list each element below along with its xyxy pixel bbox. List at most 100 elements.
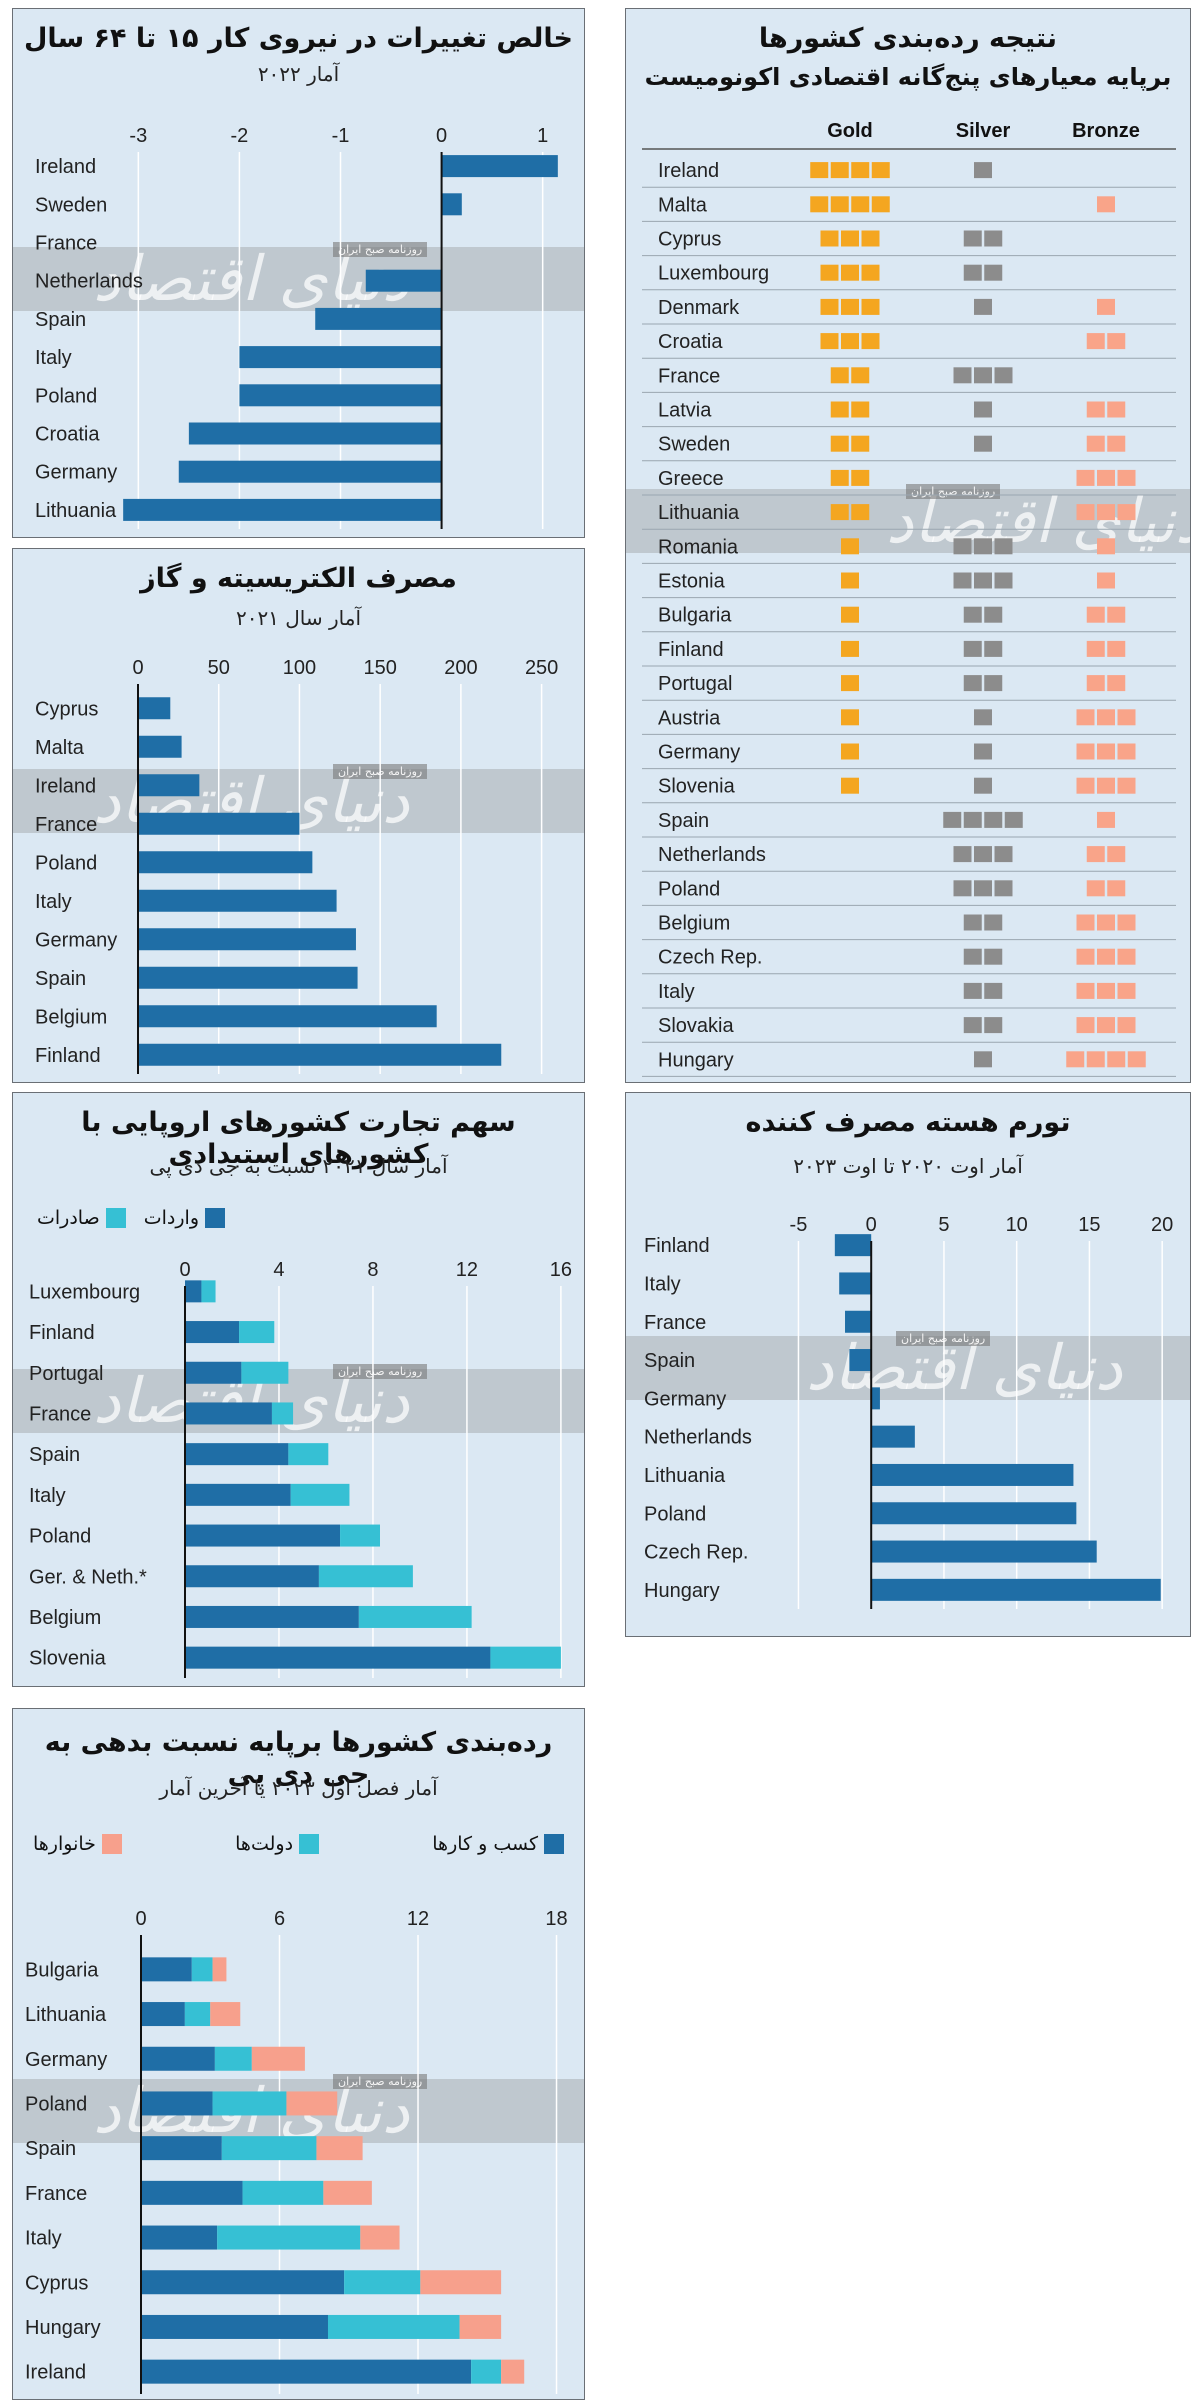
- debt-category-label: Hungary: [25, 2317, 101, 2339]
- electricity-category-label: Finland: [35, 1045, 101, 1067]
- trade-bar: [490, 1646, 561, 1669]
- inflation-title: تورم هسته مصرف کننده: [745, 1107, 1071, 1138]
- ranking-medal-square: [830, 435, 849, 452]
- trade-bar: [340, 1524, 380, 1547]
- ranking-medal-square: [974, 846, 992, 863]
- ranking-medal-square: [974, 880, 992, 897]
- debt-tick-label: 6: [274, 1908, 285, 1930]
- ranking-medal-square: [1107, 675, 1126, 692]
- debt-category-label: Cyprus: [25, 2272, 88, 2294]
- workforce-tick-label: -1: [332, 125, 350, 147]
- ranking-medal-square: [861, 230, 880, 247]
- trade-tick-label: 8: [367, 1259, 378, 1281]
- trade-bar: [288, 1443, 329, 1466]
- ranking-medal-square: [1117, 469, 1136, 486]
- inflation-tick-label: 20: [1151, 1214, 1173, 1236]
- panel-trade: سهم تجارت کشورهای اروپایی با کشورهای است…: [12, 1092, 585, 1687]
- ranking-country-label: Lithuania: [658, 502, 740, 524]
- trade-tick-label: 4: [273, 1259, 284, 1281]
- watermark-band: [626, 489, 1190, 553]
- workforce-title: خالص تغییرات در نیروی کار ۱۵ تا ۶۴ سال: [24, 23, 573, 54]
- electricity-tick-label: 100: [283, 657, 316, 679]
- debt-category-label: Italy: [25, 2228, 62, 2250]
- ranking-medal-square: [851, 196, 870, 213]
- ranking-medal-square: [841, 675, 859, 692]
- ranking-medal-square: [984, 914, 1003, 931]
- debt-bar: [360, 2225, 400, 2250]
- ranking-country-label: Sweden: [658, 434, 730, 456]
- ranking-column-header: Silver: [956, 120, 1011, 142]
- ranking-country-label: Slovakia: [658, 1015, 734, 1037]
- ranking-medal-square: [984, 1017, 1003, 1034]
- ranking-table: Gold Silver Bronze Ireland Malta Cyprus Luxemb…: [642, 120, 1176, 1077]
- ranking-medal-square: [974, 777, 992, 794]
- debt-bar: [221, 2136, 317, 2161]
- ranking-medal-square: [1097, 948, 1115, 965]
- inflation-tick-label: 5: [938, 1214, 949, 1236]
- debt-bar: [191, 1957, 213, 1982]
- inflation-subtitle: آمار اوت ۲۰۲۰ تا اوت ۲۰۲۳: [793, 1154, 1023, 1178]
- watermark-sub: روزنامه صبح ایران: [333, 1364, 428, 1379]
- legend-swatch-households: [101, 1834, 122, 1854]
- legend-label-government: دولت‌ها: [235, 1833, 294, 1855]
- workforce-bar: [365, 269, 442, 292]
- debt-bar: [141, 2046, 215, 2071]
- ranking-medal-square: [1086, 846, 1105, 863]
- ranking-country-label: Bulgaria: [658, 605, 732, 627]
- ranking-medal-square: [1117, 948, 1136, 965]
- debt-bar: [141, 2136, 222, 2161]
- workforce-category-label: Germany: [35, 462, 117, 484]
- ranking-medal-square: [841, 606, 859, 623]
- legend-business: کسب و کارها: [432, 1833, 564, 1855]
- ranking-medal-square: [1097, 538, 1115, 555]
- watermark-band: [626, 1336, 1190, 1400]
- debt-bar: [501, 2359, 525, 2384]
- trade-bar: [185, 1361, 242, 1384]
- electricity-title: مصرف الکتریسیته و گاز: [140, 563, 457, 594]
- workforce-tick-label: 1: [537, 125, 548, 147]
- inflation-category-label: Hungary: [644, 1580, 720, 1602]
- debt-category-label: Bulgaria: [25, 1959, 99, 1981]
- ranking-country-label: Portugal: [658, 673, 733, 695]
- legend-government: دولت‌ها: [235, 1833, 320, 1855]
- ranking-medal-square: [830, 401, 849, 418]
- trade-bar: [358, 1605, 472, 1628]
- ranking-medal-square: [1107, 435, 1126, 452]
- debt-bar: [141, 2180, 243, 2205]
- inflation-bar: [845, 1310, 872, 1333]
- ranking-medal-square: [984, 982, 1003, 999]
- ranking-medal-square: [974, 435, 992, 452]
- trade-title: سهم تجارت کشورهای اروپایی با کشورهای است…: [81, 1107, 516, 1170]
- debt-bar: [141, 2002, 185, 2027]
- ranking-medal-square: [841, 264, 859, 281]
- workforce-category-label: Italy: [35, 347, 72, 369]
- trade-legend: واردات صادرات: [37, 1207, 225, 1229]
- workforce-subtitle: آمار ۲۰۲۲: [257, 62, 340, 86]
- legend-swatch-business: [544, 1834, 564, 1854]
- workforce-bar: [178, 460, 442, 483]
- ranking-medal-square: [1097, 982, 1115, 999]
- ranking-medal-square: [984, 606, 1003, 623]
- ranking-country-label: Germany: [658, 742, 740, 764]
- inflation-category-label: France: [644, 1312, 706, 1334]
- debt-bar: [217, 2225, 361, 2250]
- debt-bar: [316, 2136, 363, 2161]
- trade-category-label: Finland: [29, 1322, 95, 1344]
- electricity-tick-label: 0: [132, 657, 143, 679]
- ranking-medal-square: [1127, 1051, 1146, 1068]
- ranking-country-label: Ireland: [658, 160, 719, 182]
- trade-bar: [239, 1321, 275, 1344]
- debt-bar: [286, 2091, 338, 2116]
- ranking-country-label: Austria: [658, 707, 721, 729]
- ranking-medal-square: [1097, 196, 1115, 213]
- ranking-medal-square: [1117, 982, 1136, 999]
- debt-tick-label: 18: [545, 1908, 567, 1930]
- ranking-country-label: Romania: [658, 536, 739, 558]
- ranking-medal-square: [1086, 606, 1105, 623]
- electricity-subtitle: آمار سال ۲۰۲۱: [235, 606, 362, 630]
- watermark-sub: روزنامه صبح ایران: [333, 242, 428, 257]
- ranking-country-label: Finland: [658, 639, 724, 661]
- workforce-tick-label: 0: [436, 125, 447, 147]
- workforce-category-label: Croatia: [35, 424, 100, 446]
- ranking-medal-square: [1086, 675, 1105, 692]
